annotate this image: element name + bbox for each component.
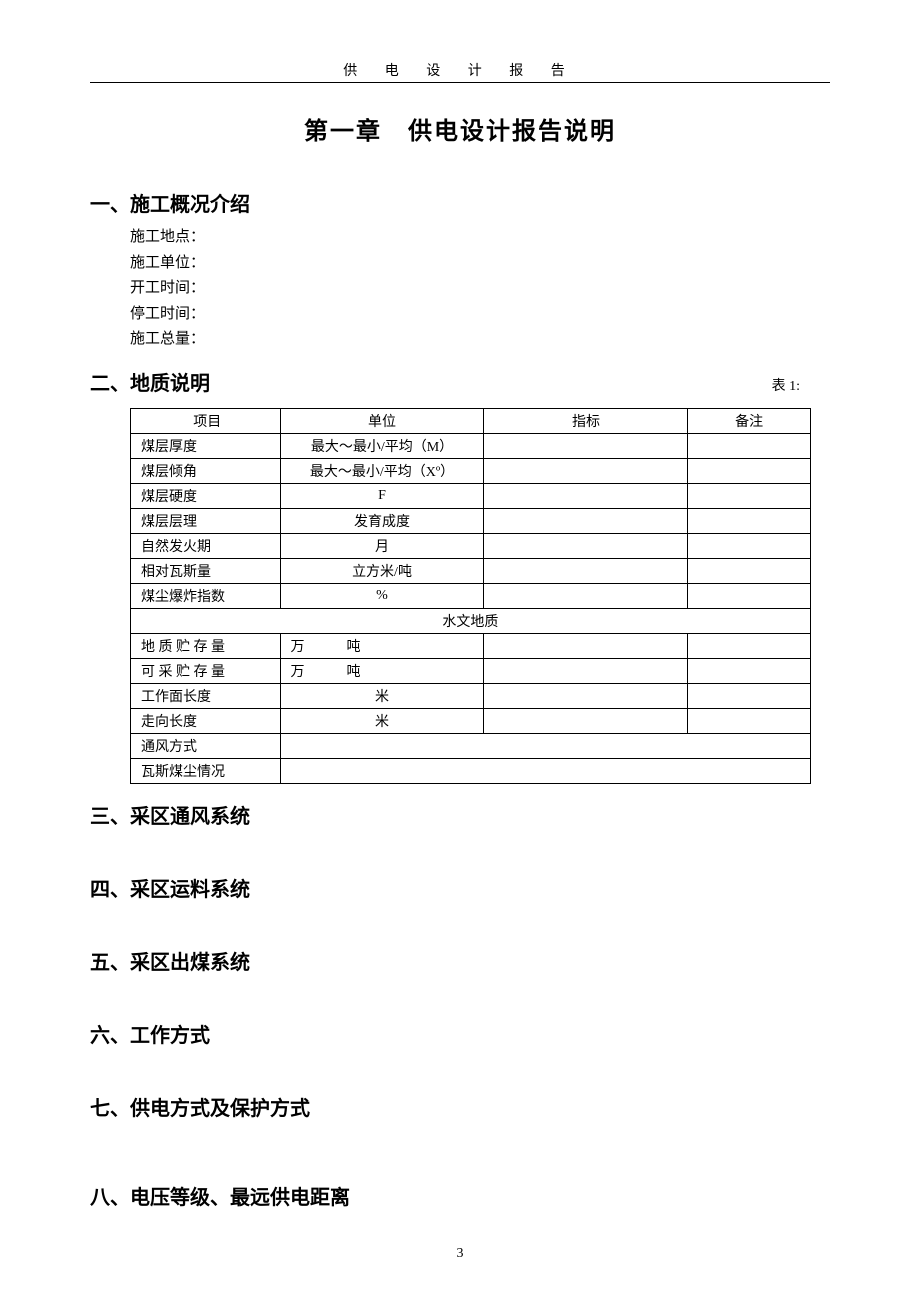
cell-note — [688, 458, 810, 483]
intro-item: 施工地点： — [130, 225, 830, 251]
cell-metric — [484, 658, 688, 683]
cell-metric — [484, 583, 688, 608]
cell-note — [688, 683, 810, 708]
cell-metric — [484, 708, 688, 733]
section-6-heading: 六、工作方式 — [90, 1019, 830, 1048]
intro-list: 施工地点： 施工单位： 开工时间： 停工时间： 施工总量： — [90, 225, 830, 353]
cell-unit: 万 吨 — [280, 658, 484, 683]
cell-item: 瓦斯煤尘情况 — [131, 758, 281, 783]
cell-note — [688, 483, 810, 508]
cell-unit: 立方米/吨 — [280, 558, 484, 583]
cell-metric — [484, 433, 688, 458]
cell-item: 煤尘爆炸指数 — [131, 583, 281, 608]
cell-item: 通风方式 — [131, 733, 281, 758]
section-7-heading: 七、供电方式及保护方式 — [90, 1092, 830, 1121]
section-3-heading: 三、采区通风系统 — [90, 800, 830, 829]
table-row: 煤层倾角 最大～最小/平均（Xº） — [131, 458, 811, 483]
cell-unit: % — [280, 583, 484, 608]
table-row: 自然发火期 月 — [131, 533, 811, 558]
cell-item: 煤层层理 — [131, 508, 281, 533]
cell-metric — [484, 483, 688, 508]
table-row: 瓦斯煤尘情况 — [131, 758, 811, 783]
col-header-metric: 指标 — [484, 408, 688, 433]
table-row: 走向长度 米 — [131, 708, 811, 733]
cell-unit: 万 吨 — [280, 633, 484, 658]
intro-item: 开工时间： — [130, 276, 830, 302]
section-2-heading: 二、地质说明 — [90, 367, 210, 396]
cell-unit: 最大～最小/平均（M） — [280, 433, 484, 458]
intro-item: 施工总量： — [130, 327, 830, 353]
table-row: 相对瓦斯量 立方米/吨 — [131, 558, 811, 583]
table-span-row: 水文地质 — [131, 608, 811, 633]
section-1-heading: 一、施工概况介绍 — [90, 188, 830, 217]
cell-item: 煤层硬度 — [131, 483, 281, 508]
table-row: 煤层硬度 F — [131, 483, 811, 508]
cell-unit: 米 — [280, 708, 484, 733]
cell-note — [688, 508, 810, 533]
cell-metric — [484, 458, 688, 483]
cell-item: 自然发火期 — [131, 533, 281, 558]
cell-note — [688, 558, 810, 583]
table-1-label: 表 1: — [772, 375, 830, 395]
table-row: 工作面长度 米 — [131, 683, 811, 708]
section-8-heading: 八、电压等级、最远供电距离 — [90, 1181, 830, 1210]
cell-unit: F — [280, 483, 484, 508]
col-header-note: 备注 — [688, 408, 810, 433]
cell-note — [688, 533, 810, 558]
section-4-heading: 四、采区运料系统 — [90, 873, 830, 902]
table-row: 通风方式 — [131, 733, 811, 758]
col-header-item: 项目 — [131, 408, 281, 433]
cell-note — [688, 708, 810, 733]
cell-note — [688, 658, 810, 683]
intro-item: 停工时间： — [130, 302, 830, 328]
section-5-heading: 五、采区出煤系统 — [90, 946, 830, 975]
cell-item: 相对瓦斯量 — [131, 558, 281, 583]
cell-note — [688, 583, 810, 608]
cell-merged — [280, 733, 810, 758]
cell-unit: 最大～最小/平均（Xº） — [280, 458, 484, 483]
table-row: 煤层层理 发育成度 — [131, 508, 811, 533]
table-row: 煤尘爆炸指数 % — [131, 583, 811, 608]
geology-table: 项目 单位 指标 备注 煤层厚度 最大～最小/平均（M） 煤层倾角 最大～最小/… — [130, 408, 811, 784]
page-number: 3 — [0, 1246, 920, 1262]
table-row: 可 采 贮 存 量 万 吨 — [131, 658, 811, 683]
col-header-unit: 单位 — [280, 408, 484, 433]
cell-item: 地 质 贮 存 量 — [131, 633, 281, 658]
cell-metric — [484, 558, 688, 583]
cell-metric — [484, 633, 688, 658]
cell-item: 可 采 贮 存 量 — [131, 658, 281, 683]
chapter-title: 第一章 供电设计报告说明 — [90, 111, 830, 146]
cell-unit: 发育成度 — [280, 508, 484, 533]
cell-merged — [280, 758, 810, 783]
cell-item: 工作面长度 — [131, 683, 281, 708]
cell-metric — [484, 508, 688, 533]
cell-unit: 月 — [280, 533, 484, 558]
cell-note — [688, 433, 810, 458]
cell-metric — [484, 533, 688, 558]
cell-item: 煤层厚度 — [131, 433, 281, 458]
intro-item: 施工单位： — [130, 251, 830, 277]
cell-item: 走向长度 — [131, 708, 281, 733]
cell-metric — [484, 683, 688, 708]
running-header: 供 电 设 计 报 告 — [90, 60, 830, 83]
table-row: 地 质 贮 存 量 万 吨 — [131, 633, 811, 658]
cell-note — [688, 633, 810, 658]
cell-item: 煤层倾角 — [131, 458, 281, 483]
cell-span-hydrogeology: 水文地质 — [131, 608, 811, 633]
cell-unit: 米 — [280, 683, 484, 708]
table-header-row: 项目 单位 指标 备注 — [131, 408, 811, 433]
table-row: 煤层厚度 最大～最小/平均（M） — [131, 433, 811, 458]
